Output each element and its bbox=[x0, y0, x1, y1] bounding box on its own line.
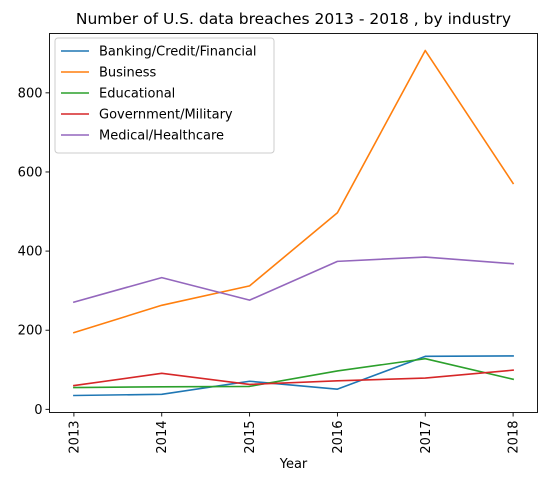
x-tick-label: 2015 bbox=[243, 421, 258, 454]
series-line-2 bbox=[73, 357, 515, 389]
legend-label-3: Government/Military bbox=[99, 108, 233, 123]
series-line-4 bbox=[72, 256, 514, 304]
legend-label-1: Business bbox=[99, 66, 157, 81]
y-tick-label: 400 bbox=[18, 245, 43, 260]
chart-title: Number of U.S. data breaches 2013 - 2018… bbox=[76, 10, 511, 28]
plot-area: 0 200 400 600 800 2013 2014 2015 2016 2017 2018 bbox=[18, 33, 538, 454]
legend-label-4: Medical/Healthcare bbox=[99, 129, 224, 144]
legend-label-2: Educational bbox=[99, 87, 175, 102]
series-line-1 bbox=[72, 49, 515, 334]
x-tick-label: 2017 bbox=[419, 421, 434, 454]
y-tick-label: 200 bbox=[18, 324, 43, 339]
legend-label-0: Banking/Credit/Financial bbox=[99, 45, 257, 60]
x-tick-label: 2013 bbox=[67, 421, 82, 454]
series-line-0 bbox=[73, 355, 514, 397]
x-tick-label: 2014 bbox=[155, 421, 170, 454]
legend-box bbox=[54, 37, 275, 154]
x-tick-label: 2016 bbox=[331, 421, 346, 454]
y-tick-label: 0 bbox=[34, 403, 42, 418]
axes-frame bbox=[49, 33, 538, 413]
series-line-3 bbox=[72, 369, 514, 387]
y-tick-label: 800 bbox=[18, 86, 43, 101]
y-tick-label: 600 bbox=[18, 165, 43, 180]
legend: Banking/Credit/Financial Business Educatio… bbox=[54, 37, 275, 154]
x-tick-label: 2018 bbox=[507, 421, 522, 454]
x-axis-label: Year bbox=[279, 457, 308, 472]
